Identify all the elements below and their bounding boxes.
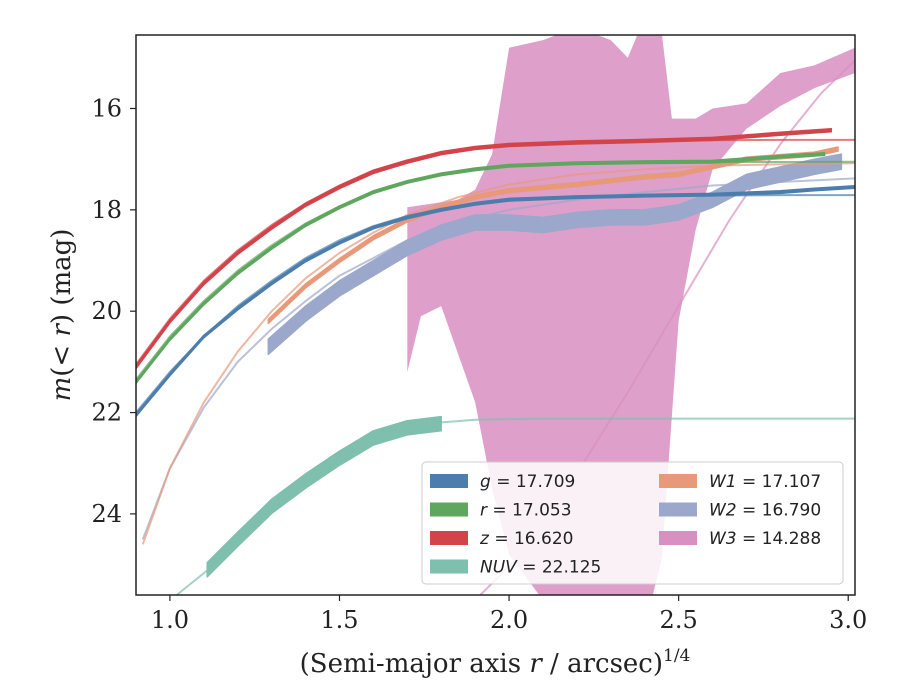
y-axis-title-lt: < xyxy=(47,337,77,367)
y-axis-title-paren: ( xyxy=(47,367,77,377)
y-tick-label: 16 xyxy=(91,94,122,122)
legend-label-g: g = 17.709 xyxy=(480,472,575,492)
legend-label-z: z = 16.620 xyxy=(479,529,573,549)
legend-frame xyxy=(421,461,844,585)
series-W2-model-line xyxy=(141,177,855,540)
legend-swatch-W2 xyxy=(659,502,697,517)
legend-label-value: = 22.125 xyxy=(517,558,602,578)
y-axis-title-m: m xyxy=(47,377,77,402)
legend-label-NUV: NUV = 22.125 xyxy=(480,558,601,578)
legend-label-var: z xyxy=(479,529,490,549)
legend-label-value: = 17.709 xyxy=(491,472,576,492)
legend-label-var: W3 xyxy=(709,529,737,549)
series-W2-band xyxy=(267,153,843,356)
series-W3-band xyxy=(407,35,855,595)
series-W1-band xyxy=(267,146,839,325)
x-tick-label: 1.5 xyxy=(320,606,358,634)
legend-item-W3: W3 = 14.288 xyxy=(659,529,821,549)
x-axis-title-unit: / arcsec) xyxy=(542,649,663,679)
legend-swatch-W3 xyxy=(659,531,697,545)
legend-swatch-r xyxy=(430,502,468,517)
legend-label-W3: W3 = 14.288 xyxy=(709,529,821,549)
y-tick-label: 24 xyxy=(91,500,122,528)
legend-item-W1: W1 = 17.107 xyxy=(659,472,821,492)
x-axis-title: (Semi-major axis r / arcsec)1/4 xyxy=(300,646,691,679)
x-axis-title-var: r xyxy=(529,649,543,679)
legend-label-var: W1 xyxy=(709,472,737,492)
y-tick-label: 18 xyxy=(91,196,122,224)
legend-label-var: NUV xyxy=(480,558,518,578)
series-r xyxy=(136,152,855,385)
series-NUV xyxy=(176,415,855,595)
series-NUV-model-line xyxy=(176,417,855,595)
legend-item-W2: W2 = 16.790 xyxy=(659,501,821,521)
series-NUV-band xyxy=(206,415,442,578)
x-tick-label: 1.0 xyxy=(151,606,189,634)
legend-label-value: = 16.790 xyxy=(737,501,822,521)
legend-label-W1: W1 = 17.107 xyxy=(709,472,821,492)
x-tick-label: 2.5 xyxy=(660,606,698,634)
legend-item-NUV: NUV = 22.125 xyxy=(430,558,601,578)
legend-label-value: = 17.107 xyxy=(737,472,822,492)
x-tick-label: 3.0 xyxy=(829,606,867,634)
x-axis-title-main: (Semi-major axis xyxy=(300,649,530,679)
legend-label-value: = 14.288 xyxy=(737,529,822,549)
y-tick-label: 20 xyxy=(91,297,122,325)
legend-item-g: g = 17.709 xyxy=(430,472,575,492)
legend-label-r: r = 17.053 xyxy=(480,501,572,521)
series-z-model-line xyxy=(136,138,855,365)
x-axis-title-exponent: 1/4 xyxy=(663,646,690,666)
legend-label-value: = 16.620 xyxy=(489,529,574,549)
legend-item-r: r = 17.053 xyxy=(430,501,572,521)
series-z xyxy=(136,128,855,370)
plot-area xyxy=(136,35,855,595)
legend-label-var: r xyxy=(480,501,488,521)
x-axis: 1.0 1.5 2.0 2.5 3.0 xyxy=(151,595,867,634)
legend-swatch-W1 xyxy=(659,474,697,488)
legend-label-value: = 17.053 xyxy=(487,501,572,521)
series-g-model-line xyxy=(136,194,855,414)
legend-label-var: W2 xyxy=(709,501,737,521)
legend-label-var: g xyxy=(480,472,491,492)
series-g xyxy=(136,185,855,418)
series-W2 xyxy=(141,153,855,540)
legend-item-z: z = 16.620 xyxy=(430,529,573,549)
legend-swatch-g xyxy=(430,474,468,488)
y-axis-title: m(< r) (mag) xyxy=(47,229,77,402)
series-r-model-line xyxy=(136,160,855,381)
legend-swatch-NUV xyxy=(430,559,468,574)
y-axis-title-rest: ) (mag) xyxy=(47,229,77,325)
y-axis-title-r: r xyxy=(47,323,77,337)
y-tick-label: 22 xyxy=(91,399,122,427)
legend-swatch-z xyxy=(430,531,468,545)
series-g-band xyxy=(136,185,855,418)
legend-label-W2: W2 = 16.790 xyxy=(709,501,821,521)
x-tick-label: 2.0 xyxy=(490,606,528,634)
y-axis: 16 18 20 22 24 xyxy=(91,94,136,528)
plot-frame xyxy=(135,34,856,596)
